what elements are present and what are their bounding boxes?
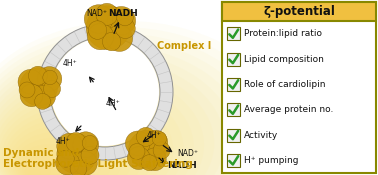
- Text: 4H⁺: 4H⁺: [63, 60, 77, 68]
- Ellipse shape: [28, 169, 40, 175]
- Circle shape: [86, 6, 130, 50]
- Text: Dynamic and: Dynamic and: [3, 148, 79, 158]
- Circle shape: [87, 23, 114, 50]
- Circle shape: [51, 38, 159, 146]
- Circle shape: [19, 82, 35, 98]
- Text: Complex I: Complex I: [157, 41, 211, 51]
- Ellipse shape: [0, 76, 194, 175]
- Bar: [227, 78, 240, 91]
- Text: Electrophoretic Light Scattering: Electrophoretic Light Scattering: [3, 159, 193, 169]
- Text: H⁺ pumping: H⁺ pumping: [244, 156, 299, 165]
- Circle shape: [66, 132, 86, 152]
- Circle shape: [143, 130, 168, 155]
- Text: NAD⁺: NAD⁺: [177, 149, 198, 159]
- Text: NADH: NADH: [167, 162, 197, 170]
- Ellipse shape: [0, 58, 225, 175]
- Circle shape: [116, 19, 135, 38]
- Ellipse shape: [17, 144, 81, 175]
- Ellipse shape: [0, 83, 184, 175]
- Ellipse shape: [22, 156, 61, 175]
- Circle shape: [73, 132, 99, 158]
- Circle shape: [107, 6, 136, 35]
- Circle shape: [102, 32, 121, 51]
- Bar: [222, 2, 376, 173]
- Circle shape: [57, 133, 83, 159]
- Ellipse shape: [15, 138, 91, 175]
- Circle shape: [136, 127, 155, 146]
- Ellipse shape: [0, 21, 286, 175]
- Circle shape: [43, 70, 57, 85]
- Circle shape: [70, 160, 87, 175]
- Circle shape: [20, 68, 58, 106]
- Bar: [227, 128, 240, 142]
- Ellipse shape: [0, 27, 276, 175]
- Ellipse shape: [25, 163, 51, 175]
- Ellipse shape: [0, 70, 204, 175]
- Bar: [227, 27, 240, 40]
- Circle shape: [57, 150, 74, 167]
- Circle shape: [20, 84, 43, 107]
- Bar: [222, 2, 376, 21]
- Ellipse shape: [0, 40, 255, 175]
- Circle shape: [57, 134, 97, 174]
- Bar: [227, 154, 240, 167]
- Circle shape: [116, 9, 133, 26]
- Ellipse shape: [0, 46, 245, 175]
- Circle shape: [81, 146, 99, 164]
- Bar: [227, 103, 240, 116]
- Circle shape: [33, 85, 56, 108]
- Ellipse shape: [2, 107, 143, 175]
- Circle shape: [129, 130, 167, 168]
- Text: 4H⁺: 4H⁺: [147, 131, 162, 141]
- Circle shape: [37, 66, 62, 91]
- Text: NAD⁺: NAD⁺: [87, 9, 107, 19]
- Ellipse shape: [0, 64, 214, 175]
- Ellipse shape: [0, 95, 163, 175]
- Ellipse shape: [0, 33, 265, 175]
- Circle shape: [73, 151, 97, 175]
- Text: NADH: NADH: [108, 9, 138, 19]
- Ellipse shape: [5, 113, 132, 175]
- Text: 4H⁺: 4H⁺: [105, 100, 120, 108]
- Circle shape: [125, 131, 150, 156]
- Text: Role of cardiolipin: Role of cardiolipin: [244, 80, 325, 89]
- Circle shape: [56, 151, 79, 175]
- Circle shape: [141, 155, 157, 171]
- Circle shape: [88, 21, 107, 39]
- Text: 4H⁺: 4H⁺: [56, 138, 70, 146]
- Ellipse shape: [12, 132, 102, 175]
- Circle shape: [18, 69, 43, 94]
- Text: Activity: Activity: [244, 131, 278, 139]
- Bar: [227, 52, 240, 65]
- Text: ζ-potential: ζ-potential: [263, 5, 335, 18]
- Ellipse shape: [7, 120, 122, 175]
- Text: Protein:lipid ratio: Protein:lipid ratio: [244, 29, 322, 38]
- Circle shape: [152, 132, 167, 146]
- Ellipse shape: [20, 150, 71, 175]
- Text: Average protein no.: Average protein no.: [244, 105, 333, 114]
- Circle shape: [84, 5, 113, 33]
- Circle shape: [96, 3, 118, 25]
- Circle shape: [82, 135, 98, 151]
- Ellipse shape: [0, 101, 153, 175]
- Ellipse shape: [0, 52, 235, 175]
- Ellipse shape: [9, 126, 112, 175]
- Circle shape: [143, 148, 166, 171]
- Circle shape: [127, 147, 150, 170]
- Circle shape: [35, 93, 51, 109]
- Text: Lipid composition: Lipid composition: [244, 54, 324, 64]
- Circle shape: [43, 80, 60, 97]
- Circle shape: [28, 66, 48, 85]
- Circle shape: [153, 142, 170, 159]
- Ellipse shape: [0, 89, 174, 175]
- Circle shape: [129, 144, 145, 160]
- Circle shape: [106, 25, 133, 51]
